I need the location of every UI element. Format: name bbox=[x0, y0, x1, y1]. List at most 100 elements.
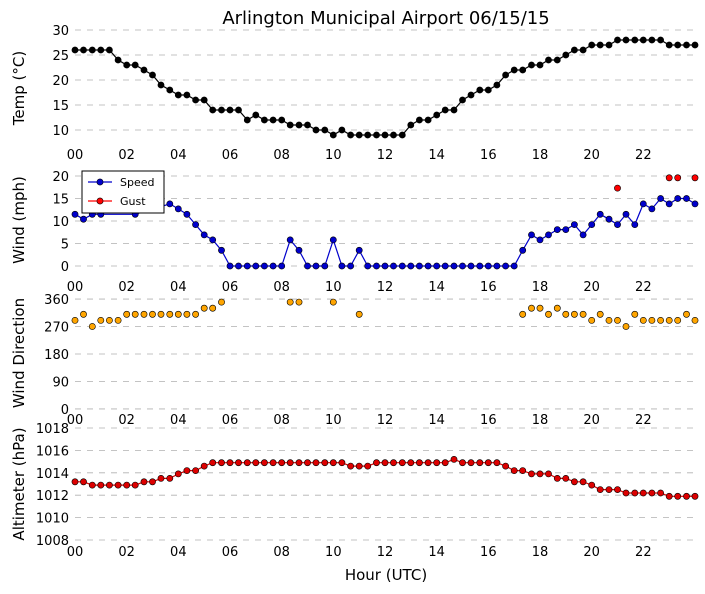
wind-data-point bbox=[519, 246, 527, 254]
alt-xtick-label: 02 bbox=[118, 545, 135, 560]
temp-data-point bbox=[278, 116, 286, 124]
wdir-data-point bbox=[631, 310, 639, 318]
temp-data-point bbox=[683, 41, 690, 49]
alt-xtick-label: 00 bbox=[67, 545, 84, 560]
wind-ytick-label: 5 bbox=[61, 238, 69, 253]
alt-data-point bbox=[596, 486, 604, 493]
wind-data-point bbox=[355, 246, 363, 254]
alt-xtick-label: 18 bbox=[532, 545, 549, 560]
wind-data-point bbox=[192, 221, 199, 228]
temp-xtick-label: 12 bbox=[377, 148, 394, 163]
wdir-data-point bbox=[183, 310, 191, 318]
temp-xtick-label: 06 bbox=[222, 148, 239, 163]
wind-data-point bbox=[381, 262, 389, 270]
wdir-data-point bbox=[519, 310, 527, 318]
wdir-data-point bbox=[355, 310, 363, 318]
temp-data-point bbox=[235, 106, 242, 114]
temp-xtick-label: 00 bbox=[67, 148, 84, 163]
wdir-xtick-label: 06 bbox=[222, 413, 239, 428]
temp-data-point bbox=[149, 71, 156, 79]
temp-data-point bbox=[269, 116, 277, 124]
wdir-xtick-label: 10 bbox=[325, 413, 342, 428]
alt-xtick-label: 16 bbox=[480, 545, 497, 560]
wind-data-point bbox=[235, 262, 242, 270]
wind-data-point bbox=[200, 231, 208, 239]
wind-xtick-label: 02 bbox=[118, 280, 135, 295]
alt-data-point bbox=[390, 459, 397, 467]
wind-xtick-label: 12 bbox=[377, 280, 394, 295]
temp-data-point bbox=[338, 126, 346, 134]
alt-data-point bbox=[433, 459, 441, 467]
wind-data-point bbox=[364, 262, 372, 270]
temp-xtick-label: 02 bbox=[118, 148, 135, 163]
alt-data-point bbox=[192, 467, 199, 474]
alt-data-point bbox=[286, 459, 294, 467]
temp-ytick-label: 20 bbox=[52, 74, 69, 89]
wdir-xtick-label: 18 bbox=[532, 413, 549, 428]
legend-label: Gust bbox=[120, 195, 146, 208]
wdir-data-point bbox=[579, 310, 587, 318]
temp-xtick-label: 18 bbox=[532, 148, 549, 163]
temp-data-point bbox=[200, 96, 208, 104]
alt-data-point bbox=[683, 492, 690, 500]
alt-ytick-label: 1008 bbox=[36, 534, 69, 549]
alt-data-point bbox=[614, 486, 621, 493]
alt-data-point bbox=[674, 492, 682, 500]
alt-data-point bbox=[174, 470, 182, 478]
temp-data-point bbox=[415, 116, 423, 124]
wind-data-point bbox=[605, 215, 613, 223]
temp-data-point bbox=[373, 131, 380, 139]
alt-data-point bbox=[467, 459, 475, 467]
alt-xtick-label: 10 bbox=[325, 545, 342, 560]
temp-data-point bbox=[648, 36, 656, 44]
alt-data-point bbox=[536, 470, 544, 478]
temp-data-point bbox=[226, 106, 234, 114]
temp-data-point bbox=[321, 126, 329, 134]
temp-data-point bbox=[519, 66, 527, 74]
temp-data-point bbox=[407, 121, 415, 129]
temp-data-point bbox=[390, 131, 397, 139]
chart-title: Arlington Municipal Airport 06/15/15 bbox=[222, 8, 549, 29]
wind-data-point bbox=[295, 246, 303, 254]
wind-data-point bbox=[571, 221, 578, 228]
temp-xtick-label: 04 bbox=[170, 148, 187, 163]
alt-data-point bbox=[80, 478, 87, 486]
wind-data-point bbox=[243, 262, 251, 270]
panel-wind-direction: Wind Direction 0 90 180 270 360 00 02 04 06 08 10 1… bbox=[10, 293, 699, 428]
alt-xtick-label: 06 bbox=[222, 545, 239, 560]
wdir-data-point bbox=[674, 316, 682, 324]
wind-xtick-label: 10 bbox=[325, 280, 342, 295]
wdir-data-point bbox=[657, 316, 664, 324]
temp-data-point bbox=[71, 46, 79, 54]
wind-data-point bbox=[476, 262, 484, 270]
alt-data-point bbox=[502, 462, 509, 470]
wind-data-point bbox=[209, 236, 217, 244]
wdir-data-point bbox=[545, 310, 552, 318]
alt-data-point bbox=[260, 459, 268, 467]
wind-data-point bbox=[683, 195, 690, 202]
alt-data-point bbox=[269, 459, 277, 467]
temp-data-point bbox=[528, 61, 535, 69]
alt-data-point bbox=[235, 459, 242, 467]
alt-data-point bbox=[441, 459, 449, 467]
temp-xtick-label: 16 bbox=[480, 148, 497, 163]
wdir-data-point bbox=[286, 298, 294, 306]
alt-data-point bbox=[665, 492, 673, 500]
alt-data-point bbox=[571, 478, 578, 486]
temp-data-point bbox=[295, 121, 303, 129]
wind-data-point bbox=[338, 262, 346, 270]
wdir-data-point bbox=[71, 316, 79, 324]
wdir-ytick-label: 90 bbox=[52, 375, 69, 390]
wind-xtick-label: 04 bbox=[170, 280, 187, 295]
temp-data-point bbox=[381, 131, 389, 139]
wind-data-point bbox=[304, 262, 311, 270]
wind-xtick-label: 14 bbox=[428, 280, 445, 295]
wdir-xtick-label: 12 bbox=[377, 413, 394, 428]
wdir-data-point bbox=[192, 310, 199, 318]
wind-xtick-label: 18 bbox=[532, 280, 549, 295]
wind-ytick-label: 0 bbox=[61, 260, 69, 275]
wind-xtick-label: 22 bbox=[635, 280, 652, 295]
wind-data-point bbox=[596, 210, 604, 218]
temp-data-point bbox=[605, 41, 613, 49]
